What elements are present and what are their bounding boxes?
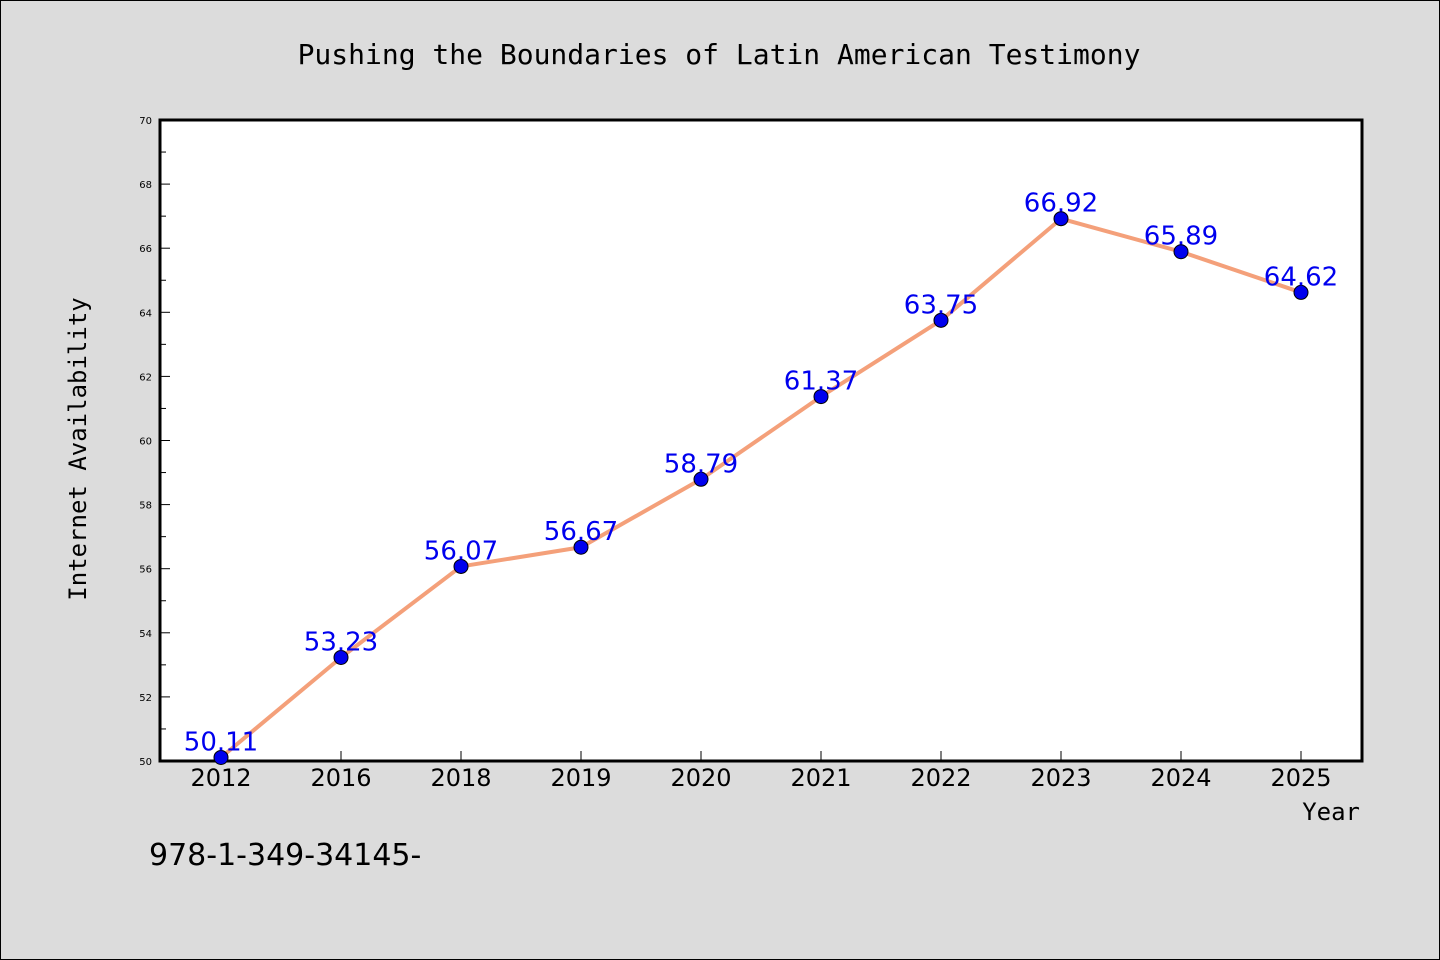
y-tick-label: 52	[139, 693, 152, 704]
footnote-isbn: 978-1-349-34145-	[149, 838, 421, 873]
x-tick-label: 2012	[190, 764, 251, 792]
data-label: 61.37	[784, 367, 858, 397]
x-tick-label: 2022	[910, 764, 971, 792]
data-label: 66.92	[1024, 189, 1098, 219]
chart-title: Pushing the Boundaries of Latin American…	[298, 38, 1141, 71]
data-label: 58.79	[664, 449, 738, 479]
data-point	[813, 389, 829, 405]
data-labels: 50.11 53.23 56.07 56.67 58.79 61.37 63.75 66.92…	[184, 189, 1338, 758]
data-point	[333, 649, 349, 665]
data-point	[453, 558, 469, 574]
y-tick-label: 62	[139, 372, 152, 383]
x-tick-label: 2025	[1270, 764, 1331, 792]
y-tick-label: 56	[139, 565, 152, 576]
y-tick-label: 60	[139, 437, 152, 448]
data-point	[213, 749, 229, 765]
x-axis-label: Year	[1302, 798, 1360, 826]
x-tick-label: 2023	[1030, 764, 1091, 792]
data-point	[1173, 244, 1189, 260]
x-tick-label: 2019	[550, 764, 611, 792]
data-label: 53.23	[304, 627, 378, 657]
data-point	[1293, 284, 1309, 300]
data-label: 56.67	[544, 517, 618, 547]
y-tick-label: 58	[139, 501, 152, 512]
y-tick-label: 66	[139, 244, 152, 255]
plot-area	[158, 118, 1364, 763]
x-tick-label: 2016	[310, 764, 371, 792]
x-tick-label: 2020	[670, 764, 731, 792]
data-label: 56.07	[424, 536, 498, 566]
data-label: 65.89	[1144, 222, 1218, 252]
y-tick-label: 68	[139, 180, 152, 191]
data-point	[573, 539, 589, 555]
data-point	[1053, 211, 1069, 227]
data-label: 64.62	[1264, 262, 1338, 292]
data-label: 50.11	[184, 727, 258, 757]
data-point	[933, 312, 949, 328]
y-tick-label: 54	[139, 629, 152, 640]
x-tick-label: 2024	[1150, 764, 1211, 792]
x-tick-label: 2021	[790, 764, 851, 792]
y-tick-label: 70	[139, 116, 152, 127]
series-line	[213, 211, 1309, 765]
y-axis-label: Internet Availability	[64, 297, 92, 600]
y-axis: 50 52 54 56 58 60 62 64 66 68 70	[139, 116, 170, 768]
data-label: 63.75	[904, 290, 978, 320]
x-tick-label: 2018	[430, 764, 491, 792]
series-line-path	[219, 216, 1302, 760]
x-axis: 2012 2016 2018 2019 2020 2021 2022 2023 2024 2025	[190, 751, 1332, 792]
y-tick-label: 64	[139, 308, 152, 319]
data-point	[693, 471, 709, 487]
y-tick-label: 50	[139, 757, 152, 768]
